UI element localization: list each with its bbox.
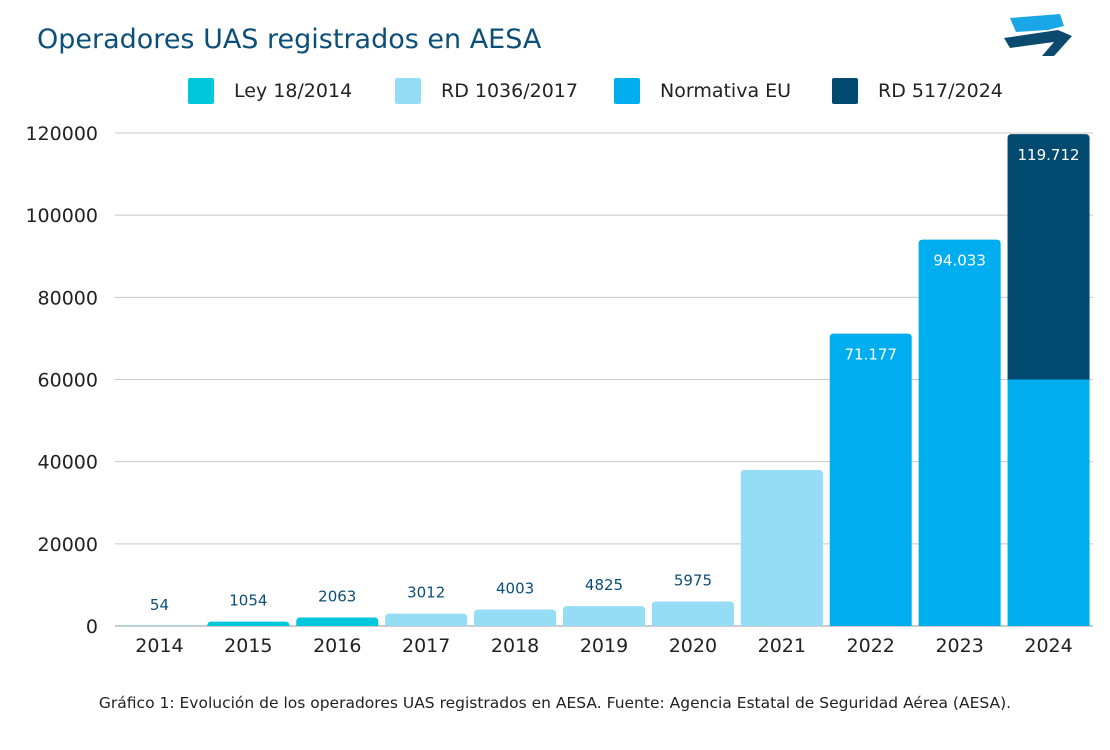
bar-2015-0: [207, 621, 290, 626]
bar-2020-1: [651, 601, 734, 626]
y-tick-label: 60000: [38, 370, 98, 392]
chart-caption: Gráfico 1: Evolución de los operadores U…: [98, 694, 1012, 712]
bar-2014-0: [118, 625, 201, 627]
data-label: 2063: [318, 588, 356, 606]
data-label: 1054: [229, 592, 267, 610]
legend-item: RD 517/2024: [832, 78, 1003, 104]
y-tick-label: 80000: [38, 287, 98, 309]
legend-item: RD 1036/2017: [395, 78, 578, 104]
x-tick-label: 2020: [669, 635, 717, 657]
x-tick-label: 2017: [402, 635, 450, 657]
x-tick-label: 2018: [491, 635, 539, 657]
data-label: 94.033: [933, 252, 986, 270]
x-tick-label: 2014: [135, 635, 183, 657]
x-tick-label: 2016: [313, 635, 361, 657]
legend-item: Normativa EU: [614, 78, 791, 104]
legend-swatch: [188, 78, 214, 104]
y-tick-label: 20000: [38, 534, 98, 556]
x-tick-label: 2019: [580, 635, 628, 657]
y-tick-label: 100000: [25, 205, 98, 227]
bar-2024-3: [1007, 134, 1090, 380]
bar-2018-1: [474, 609, 557, 626]
bar-2021-1: [740, 469, 823, 626]
x-tick-label: 2023: [935, 635, 983, 657]
y-tick-label: 40000: [38, 452, 98, 474]
x-tick-label: 2015: [224, 635, 272, 657]
data-label: 71.177: [844, 346, 897, 364]
bar-2024-2: [1007, 379, 1090, 626]
data-label: 119.712: [1018, 146, 1080, 164]
aesa-logo-icon: [1004, 14, 1072, 56]
bar-2017-1: [385, 613, 468, 626]
legend-swatch: [832, 78, 858, 104]
legend-label: RD 1036/2017: [441, 80, 578, 102]
bar-2022-2: [829, 333, 912, 626]
chart-title: Operadores UAS registrados en AESA: [37, 24, 542, 55]
legend-label: Normativa EU: [660, 80, 792, 102]
legend-swatch: [614, 78, 640, 104]
legend-label: RD 517/2024: [878, 80, 1003, 102]
legend-item: Ley 18/2014: [188, 78, 352, 104]
bar-2016-0: [296, 617, 379, 626]
data-label: 5975: [674, 571, 712, 589]
legend-swatch: [395, 78, 421, 104]
plot-area: 0 20000 40000 60000 80000 100000 120000 2014 54 2…: [25, 123, 1093, 657]
bar-2019-1: [563, 606, 645, 626]
data-label: 4825: [585, 576, 623, 594]
y-tick-label: 0: [86, 616, 98, 638]
x-tick-label: 2022: [847, 635, 895, 657]
legend-label: Ley 18/2014: [234, 80, 353, 102]
x-tick-label: 2021: [758, 635, 806, 657]
data-label: 3012: [407, 584, 445, 602]
x-tick-label: 2024: [1024, 635, 1072, 657]
bar-2023-2: [918, 239, 1001, 626]
data-label: 4003: [496, 580, 534, 598]
y-tick-label: 120000: [25, 123, 98, 145]
data-label: 54: [150, 596, 169, 614]
